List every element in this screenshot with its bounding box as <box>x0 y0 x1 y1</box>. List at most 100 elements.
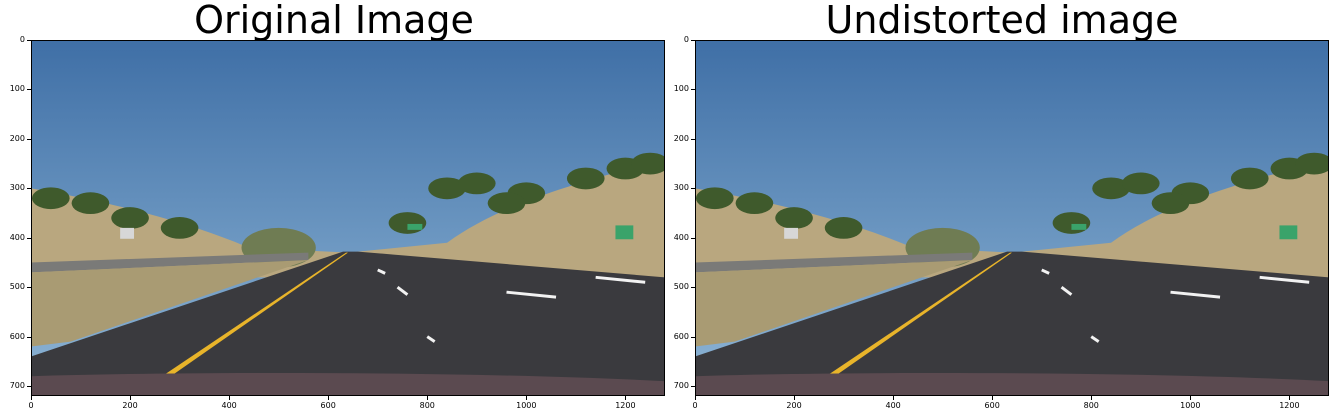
x-tick-mark <box>526 396 528 400</box>
right-panel: Undistorted image 0 100 200 300 400 500 600 700… <box>668 0 1336 414</box>
tree <box>824 217 863 239</box>
x-tick-label: 200 <box>122 401 138 410</box>
y-tick-mark <box>27 188 31 190</box>
x-tick-mark <box>1289 396 1291 400</box>
y-tick-mark <box>691 188 695 190</box>
x-tick-label: 600 <box>984 401 1000 410</box>
tree <box>1230 167 1269 190</box>
yellow-lane-line <box>818 252 1012 382</box>
tree <box>457 172 496 195</box>
barrier <box>695 252 973 273</box>
y-tick-mark <box>27 237 31 239</box>
tree <box>111 207 149 229</box>
y-tick-mark <box>691 287 695 289</box>
x-tick-mark <box>794 396 796 400</box>
white-lane-dash <box>426 335 436 343</box>
white-lane-dash <box>377 268 386 275</box>
tree <box>31 187 70 210</box>
x-tick-mark <box>1190 396 1192 400</box>
x-tick-mark <box>625 396 627 400</box>
tree <box>428 177 466 200</box>
tree <box>1052 212 1091 234</box>
road-sign <box>615 225 634 240</box>
tree <box>487 192 526 215</box>
y-tick-label: 400 <box>673 232 689 242</box>
y-tick-label: 600 <box>9 331 25 341</box>
y-tick-label: 200 <box>673 133 689 143</box>
x-tick-mark <box>1091 396 1093 400</box>
y-tick-label: 700 <box>9 381 25 391</box>
grass <box>31 260 309 347</box>
tree <box>1151 192 1190 215</box>
y-tick-label: 400 <box>9 232 25 242</box>
x-tick-label: 400 <box>221 401 237 410</box>
tree <box>71 192 110 215</box>
yellow-lane-line <box>154 252 348 382</box>
y-tick-mark <box>691 237 695 239</box>
road-sign <box>784 227 799 239</box>
y-tick-mark <box>27 386 31 388</box>
y-tick-label: 0 <box>683 35 689 44</box>
white-lane-dash <box>396 286 409 296</box>
hills <box>695 158 1329 278</box>
image-axes: 0 100 200 300 400 500 600 700 0 200 400 600 800 1000 1… <box>674 35 1329 410</box>
car-hood <box>695 372 1329 396</box>
left-panel: Original Image 0 100 200 300 400 500 600 700 0 20… <box>9 0 665 410</box>
y-tick-label: 200 <box>9 133 25 143</box>
car-hood <box>31 372 665 396</box>
tree <box>160 217 199 239</box>
y-tick-mark <box>27 40 31 41</box>
x-tick-label: 200 <box>786 401 802 410</box>
y-tick-mark <box>691 386 695 388</box>
x-tick-label: 1200 <box>615 401 636 410</box>
y-tick-mark <box>691 138 695 140</box>
y-tick-label: 100 <box>9 84 25 94</box>
white-lane-dash <box>595 275 646 284</box>
x-tick-label: 1000 <box>516 401 537 410</box>
road-sign <box>407 223 423 230</box>
road-photo <box>695 40 1329 396</box>
x-tick-label: 800 <box>1083 401 1099 410</box>
panel-title: Original Image <box>194 0 474 42</box>
x-tick-label: 1200 <box>1279 401 1300 410</box>
y-tick-label: 500 <box>9 282 25 292</box>
y-tick-label: 300 <box>9 183 25 193</box>
y-tick-label: 700 <box>673 381 689 391</box>
white-lane-dash <box>1060 286 1073 296</box>
x-tick-label: 0 <box>28 401 34 410</box>
x-tick-mark <box>328 396 330 400</box>
road-photo <box>31 40 665 396</box>
road-sign <box>1071 223 1087 230</box>
barrier <box>31 252 309 273</box>
x-tick-label: 1000 <box>1180 401 1201 410</box>
tree <box>631 152 665 175</box>
x-tick-mark <box>31 396 32 400</box>
white-lane-dash <box>1170 290 1221 299</box>
white-lane-dash <box>1090 335 1100 343</box>
x-tick-label: 600 <box>320 401 336 410</box>
white-lane-dash <box>506 290 557 299</box>
y-tick-mark <box>27 138 31 140</box>
white-lane-dash <box>1041 268 1050 275</box>
tree <box>775 207 813 229</box>
road-sign <box>1279 225 1298 240</box>
tree <box>1295 152 1329 175</box>
x-tick-mark <box>427 396 429 400</box>
x-tick-mark <box>893 396 895 400</box>
white-lane-dash <box>1259 275 1310 284</box>
y-tick-label: 600 <box>673 331 689 341</box>
y-tick-mark <box>27 336 31 338</box>
tree <box>735 192 774 215</box>
y-tick-label: 100 <box>673 84 689 94</box>
tree <box>695 187 734 210</box>
tree <box>1121 172 1160 195</box>
y-tick-label: 0 <box>19 35 25 44</box>
x-tick-mark <box>695 396 696 400</box>
tree <box>566 167 605 190</box>
hills <box>31 158 665 278</box>
x-tick-label: 400 <box>885 401 901 410</box>
x-tick-mark <box>992 396 994 400</box>
y-tick-mark <box>691 336 695 338</box>
x-tick-mark <box>229 396 231 400</box>
grass <box>695 260 973 347</box>
